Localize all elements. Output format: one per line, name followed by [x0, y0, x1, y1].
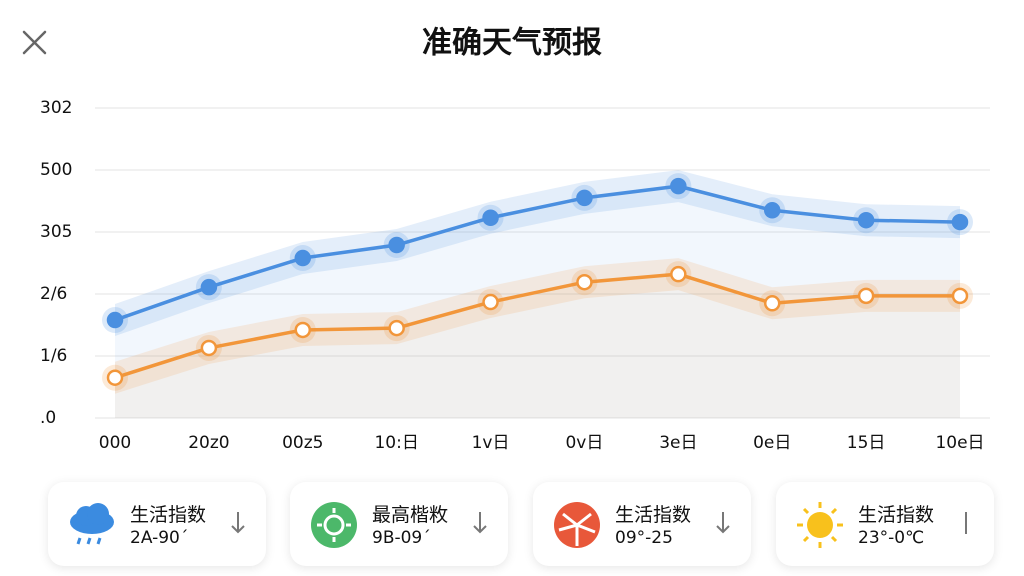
- sun-icon: [797, 502, 843, 548]
- sun-icon: [311, 502, 357, 548]
- arrow-icon: [716, 512, 730, 534]
- x-tick-label: 20z0: [188, 433, 229, 453]
- point: [482, 293, 499, 311]
- card-text: 09°-25: [615, 528, 673, 548]
- page-title: 准确天气预报: [422, 26, 602, 61]
- y-tick-label: 1/6: [40, 346, 67, 366]
- ball-icon: [554, 502, 600, 548]
- line: [114, 272, 960, 380]
- card-title: 最高楷敉: [372, 504, 449, 526]
- close-button[interactable]: [22, 30, 47, 55]
- card[interactable]: 生活指数 2A-90´: [48, 482, 266, 566]
- x-tick-label: 10e日: [935, 433, 984, 453]
- point: [951, 213, 969, 231]
- arrow-icon: [231, 512, 245, 534]
- rain-icon: [70, 503, 114, 545]
- point: [670, 265, 687, 283]
- point: [857, 211, 875, 229]
- point: [388, 319, 405, 337]
- point: [670, 177, 687, 195]
- point: [200, 278, 218, 296]
- card[interactable]: 生活指数 23°-0℃: [776, 482, 994, 566]
- point: [294, 321, 312, 339]
- card[interactable]: 最高楷敉 9B-09´: [290, 482, 508, 566]
- x-tick-label: 00z5: [282, 433, 323, 453]
- area: [115, 274, 960, 418]
- point: [857, 287, 875, 305]
- y-tick-label: 305: [40, 222, 72, 242]
- x-tick-label: 0e日: [753, 433, 791, 453]
- card-text: 2A-90´: [130, 528, 189, 548]
- y-tick-label: 302: [40, 98, 72, 118]
- area: [115, 186, 960, 418]
- point: [388, 236, 405, 254]
- x-tick-label: 1v日: [472, 433, 510, 453]
- point: [951, 287, 969, 305]
- card[interactable]: 生活指数 09°-25: [533, 482, 751, 566]
- point: [576, 273, 593, 291]
- y-tick-label: .0: [40, 408, 56, 428]
- chart: 准确天气预报 .0 1/6 2/6 305 500 302 000 20z0 00z5 10:日 1…: [22, 26, 990, 453]
- point: [106, 369, 124, 386]
- x-tick-label: 3e日: [659, 433, 697, 453]
- card-text: 23°-0℃: [858, 528, 925, 548]
- point: [482, 209, 499, 226]
- point: [763, 202, 781, 219]
- divider-icon: [965, 512, 967, 534]
- card-title: 生活指数: [858, 504, 935, 526]
- band: [115, 258, 960, 394]
- point: [294, 249, 312, 267]
- card-title: 生活指数: [130, 504, 207, 526]
- point: [763, 295, 781, 312]
- x-tick-label: 10:日: [374, 433, 418, 453]
- card-title: 生活指数: [615, 504, 692, 526]
- line: [114, 184, 961, 322]
- y-tick-label: 2/6: [40, 284, 67, 304]
- point: [576, 189, 593, 207]
- card-text: 9B-09´: [372, 528, 431, 548]
- point: [106, 311, 124, 329]
- point: [200, 339, 218, 357]
- x-tick-label: 15日: [847, 433, 886, 453]
- x-tick-label: 0v日: [565, 433, 603, 453]
- x-tick-label: 000: [99, 433, 131, 453]
- arrow-icon: [473, 512, 487, 534]
- y-tick-label: 500: [40, 160, 72, 180]
- band: [115, 170, 960, 337]
